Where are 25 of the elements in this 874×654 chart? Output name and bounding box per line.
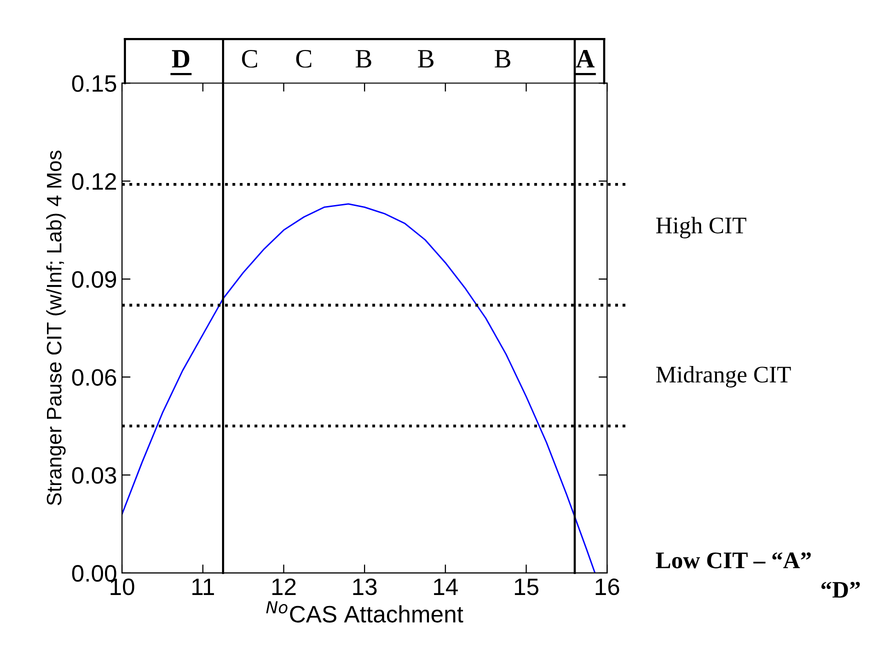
x-tick-label: 12 <box>272 578 296 595</box>
text: “D” <box>821 582 860 598</box>
text: High CIT <box>656 216 746 238</box>
text: A <box>576 50 595 68</box>
y-tick-label: 0.12 <box>72 173 116 190</box>
line-series <box>122 203 596 573</box>
y-tick-label: 0.15 <box>72 75 116 92</box>
text: C <box>242 50 258 68</box>
text: D <box>172 50 190 68</box>
y-tick-label: 0.06 <box>72 369 116 386</box>
text: Midrange CIT <box>656 366 791 388</box>
text: Low CIT – “A” <box>656 552 811 568</box>
x-axis-title: $^{No}$CAS Attachment <box>266 601 464 623</box>
x-tick-label: 11 <box>192 578 214 595</box>
x-tick-label: 15 <box>514 578 538 596</box>
text: B <box>356 50 372 68</box>
x-tick-label: 13 <box>353 578 377 596</box>
x-tick-label: 16 <box>596 578 620 596</box>
text: B <box>418 50 434 68</box>
x-tick-label: 14 <box>434 578 458 595</box>
text: B <box>494 50 510 68</box>
text: C <box>296 50 312 68</box>
y-axis-title: Stranger Pause CIT (w/Inf; Lab) 4 Mos <box>46 150 66 506</box>
y-tick-label: 0.09 <box>72 271 116 288</box>
y-tick-label: 0.03 <box>72 467 116 484</box>
